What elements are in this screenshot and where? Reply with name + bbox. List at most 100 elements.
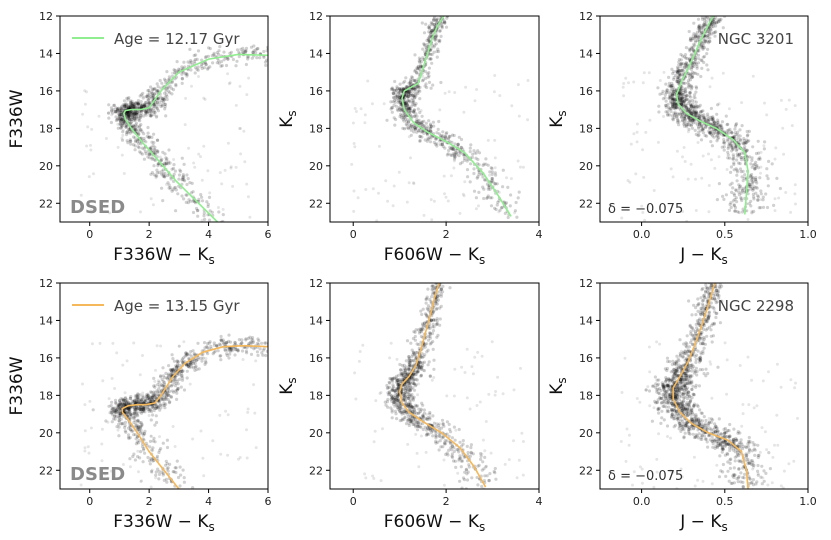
star-point: [404, 90, 408, 94]
star-point: [706, 36, 710, 40]
star-point: [704, 16, 708, 19]
field-star: [206, 169, 210, 173]
star-point: [669, 101, 673, 105]
star-point: [405, 90, 409, 94]
star-point: [144, 109, 148, 113]
star-point: [480, 484, 484, 489]
star-point: [134, 106, 138, 110]
star-point: [403, 371, 407, 375]
field-star: [87, 175, 91, 179]
star-point: [179, 385, 183, 389]
star-point: [423, 84, 427, 88]
star-point: [401, 398, 406, 402]
star-point: [439, 133, 443, 138]
star-point: [422, 360, 426, 364]
star-point: [681, 93, 685, 97]
star-point: [737, 190, 741, 194]
star-point: [458, 479, 462, 483]
star-point: [407, 92, 411, 96]
star-point: [514, 200, 518, 205]
star-point: [418, 67, 422, 71]
star-point: [437, 293, 441, 297]
star-point: [260, 351, 264, 355]
star-point: [458, 440, 462, 444]
star-point: [686, 110, 690, 114]
star-point: [432, 358, 436, 362]
star-point: [689, 38, 693, 43]
star-point: [726, 131, 731, 135]
star-point: [405, 119, 409, 123]
star-point: [683, 118, 688, 122]
star-point: [178, 484, 182, 488]
star-point: [397, 105, 401, 110]
star-point: [413, 79, 418, 83]
star-point: [140, 152, 144, 156]
star-point: [699, 138, 704, 142]
star-point: [413, 68, 417, 72]
star-point: [255, 56, 259, 60]
star-point: [138, 420, 142, 425]
star-point: [110, 400, 114, 404]
star-point: [133, 458, 137, 462]
star-point: [681, 93, 686, 97]
star-point: [460, 160, 464, 164]
field-star: [177, 344, 181, 348]
star-point: [124, 125, 128, 129]
star-point: [690, 85, 694, 89]
star-point: [436, 47, 440, 51]
star-point: [139, 93, 143, 97]
star-point: [486, 195, 490, 200]
star-point: [684, 87, 688, 91]
star-point: [182, 197, 186, 201]
star-point: [708, 131, 712, 135]
star-point: [421, 414, 425, 418]
star-point: [192, 366, 196, 370]
star-point: [110, 108, 114, 112]
star-point: [155, 454, 159, 458]
star-point: [188, 362, 193, 366]
star-point: [711, 25, 715, 29]
star-point: [677, 76, 682, 80]
star-point: [669, 84, 673, 88]
star-point: [695, 64, 699, 68]
star-point: [476, 483, 480, 487]
field-star: [641, 148, 645, 152]
star-point: [696, 17, 701, 21]
star-point: [671, 93, 675, 97]
star-point: [153, 148, 157, 152]
star-point: [670, 92, 675, 96]
star-point: [721, 26, 725, 30]
star-point: [438, 439, 442, 443]
star-point: [234, 64, 238, 68]
field-star: [475, 88, 479, 91]
star-point: [409, 361, 413, 365]
field-star: [709, 158, 713, 162]
star-point: [217, 59, 221, 63]
star-point: [407, 364, 411, 368]
star-point: [439, 34, 443, 39]
field-star: [106, 420, 110, 424]
star-point: [132, 135, 136, 139]
field-star: [226, 72, 230, 76]
star-point: [189, 191, 193, 195]
star-point: [413, 410, 417, 414]
star-point: [443, 135, 447, 139]
star-point: [709, 130, 713, 134]
star-point: [441, 144, 445, 149]
star-point: [447, 136, 451, 140]
star-point: [689, 87, 694, 91]
star-point: [424, 121, 428, 125]
star-point: [734, 145, 738, 149]
star-point: [160, 384, 164, 388]
star-point: [120, 117, 124, 122]
star-point: [442, 442, 447, 446]
star-point: [118, 401, 122, 405]
star-point: [219, 358, 223, 362]
star-point: [472, 167, 476, 171]
star-point: [707, 30, 711, 34]
star-point: [411, 364, 415, 368]
field-star: [642, 175, 646, 179]
star-point: [504, 201, 509, 205]
star-point: [460, 486, 464, 489]
star-point: [411, 422, 415, 427]
